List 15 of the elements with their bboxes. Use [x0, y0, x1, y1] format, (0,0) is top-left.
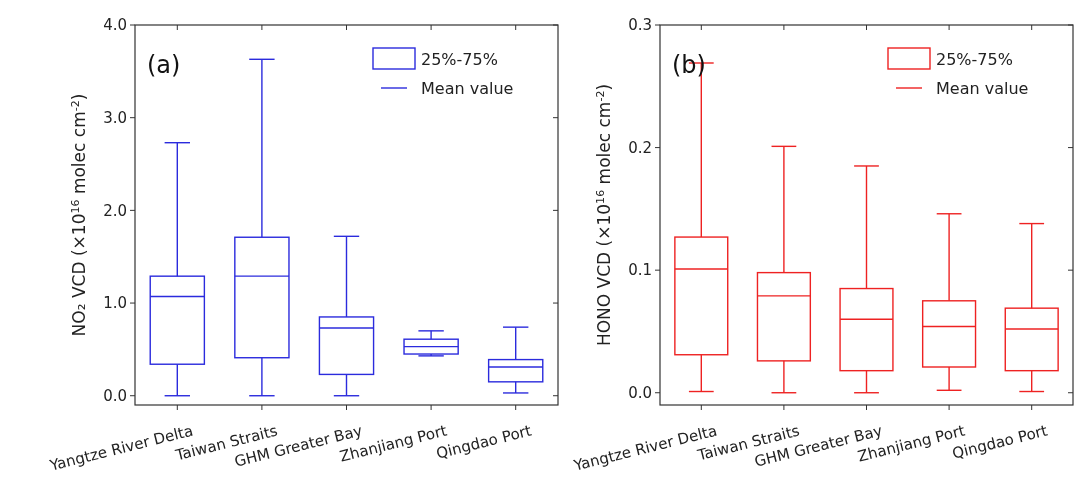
y-tick-label: 2.0 — [103, 201, 127, 220]
annotation: (a) — [147, 51, 181, 79]
y-tick-label: 0.2 — [628, 138, 652, 157]
y-tick-label: 0.1 — [628, 261, 652, 280]
annotation: Mean value — [936, 78, 1029, 98]
y-tick-label: 1.0 — [103, 294, 127, 313]
y-tick-label: 0.0 — [628, 383, 652, 402]
y-tick-label: 3.0 — [103, 108, 127, 127]
annotation: (b) — [672, 51, 706, 79]
y-tick-label: 4.0 — [103, 16, 127, 35]
annotation: Mean value — [421, 78, 514, 98]
y-tick-label: 0.3 — [628, 16, 652, 35]
annotation: 25%-75% — [936, 49, 1013, 69]
annotation: 25%-75% — [421, 49, 498, 69]
y-tick-label: 0.0 — [103, 386, 127, 405]
